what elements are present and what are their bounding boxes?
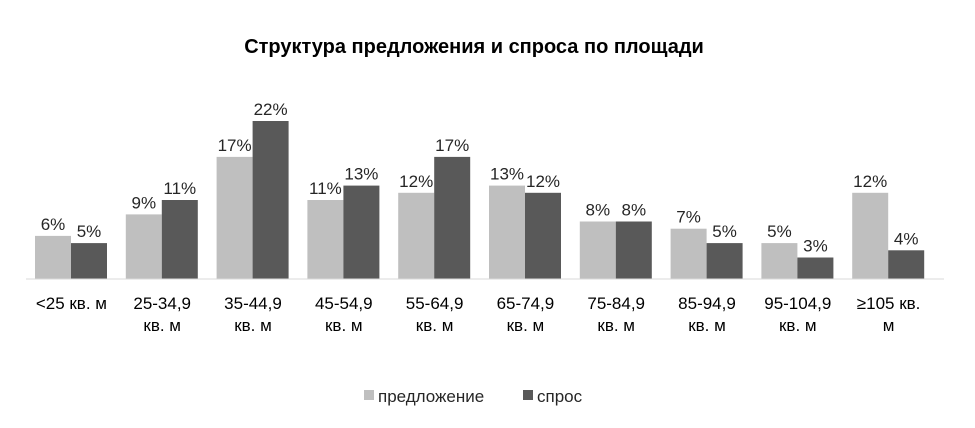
bar-supply <box>670 228 707 279</box>
x-axis-labels: <25 кв. м 25-34,9 кв. м 35-44,9 кв. м 45-54,9… <box>36 294 921 335</box>
chart-title: Структура предложения и спроса по площад… <box>244 36 704 58</box>
data-label: 4% <box>894 229 919 248</box>
x-tick-label: 45-54,9 <box>315 294 373 313</box>
x-tick-label: <25 кв. м <box>36 294 107 313</box>
data-label: 11% <box>309 179 342 198</box>
x-tick-label: 55-64,9 <box>406 294 464 313</box>
data-label: 6% <box>41 215 66 234</box>
x-tick-label: 75-84,9 <box>587 294 645 313</box>
x-tick-label: 25-34,9 <box>133 294 191 313</box>
data-label: 5% <box>767 222 792 241</box>
bar-demand <box>161 200 198 279</box>
data-label: 7% <box>676 208 701 227</box>
legend-swatch <box>364 390 374 400</box>
bar-demand <box>888 250 925 279</box>
x-tick-label: м <box>883 316 895 335</box>
data-label: 8% <box>622 201 647 220</box>
data-label: 17% <box>435 136 469 155</box>
bar-demand <box>71 243 107 279</box>
data-label: 22% <box>254 100 288 119</box>
data-label: 13% <box>490 165 524 184</box>
x-tick-label: 95-104,9 <box>764 294 831 313</box>
x-tick-label: кв. м <box>688 316 726 335</box>
data-label: 9% <box>132 193 157 212</box>
x-tick-label: 85-94,9 <box>678 294 736 313</box>
data-label: 8% <box>586 201 611 220</box>
bar-supply <box>852 192 889 279</box>
bar-demand <box>343 185 380 279</box>
bar-supply <box>579 221 616 279</box>
bar-supply <box>216 156 253 279</box>
bar-supply <box>125 214 162 279</box>
x-tick-label: кв. м <box>416 316 454 335</box>
bar-supply <box>35 235 71 279</box>
x-tick-label: кв. м <box>597 316 635 335</box>
bar-supply <box>398 192 435 279</box>
data-label: 12% <box>526 172 560 191</box>
bar-demand <box>797 257 834 279</box>
bar-demand <box>252 121 289 279</box>
legend: предложение спрос <box>364 387 583 406</box>
data-label: 12% <box>399 172 433 191</box>
bar-demand <box>525 192 561 279</box>
legend-label: спрос <box>537 387 583 406</box>
x-tick-label: кв. м <box>234 316 272 335</box>
bar-demand <box>706 243 743 279</box>
x-tick-label: ≥105 кв. <box>857 294 921 313</box>
x-tick-label: кв. м <box>325 316 363 335</box>
data-label: 17% <box>218 136 252 155</box>
data-label: 12% <box>853 172 887 191</box>
bar-supply <box>307 200 344 279</box>
data-label: 3% <box>803 237 828 256</box>
bar-supply <box>489 185 525 279</box>
data-label: 11% <box>163 179 196 198</box>
data-label: 13% <box>344 165 378 184</box>
x-tick-label: кв. м <box>507 316 545 335</box>
data-label: 5% <box>712 222 737 241</box>
x-tick-label: 35-44,9 <box>224 294 282 313</box>
x-tick-label: кв. м <box>143 316 181 335</box>
bar-demand <box>434 156 471 279</box>
legend-label: предложение <box>378 387 484 406</box>
bar-demand <box>615 221 652 279</box>
data-label: 5% <box>77 222 102 241</box>
x-tick-label: кв. м <box>779 316 817 335</box>
bar-supply <box>761 243 798 279</box>
legend-swatch <box>523 390 533 400</box>
plot-area: 6% 5%9%11%17%22%11%13% 12%17%13% 12%8% 8% 7%5… <box>35 100 925 279</box>
x-tick-label: 65-74,9 <box>497 294 555 313</box>
